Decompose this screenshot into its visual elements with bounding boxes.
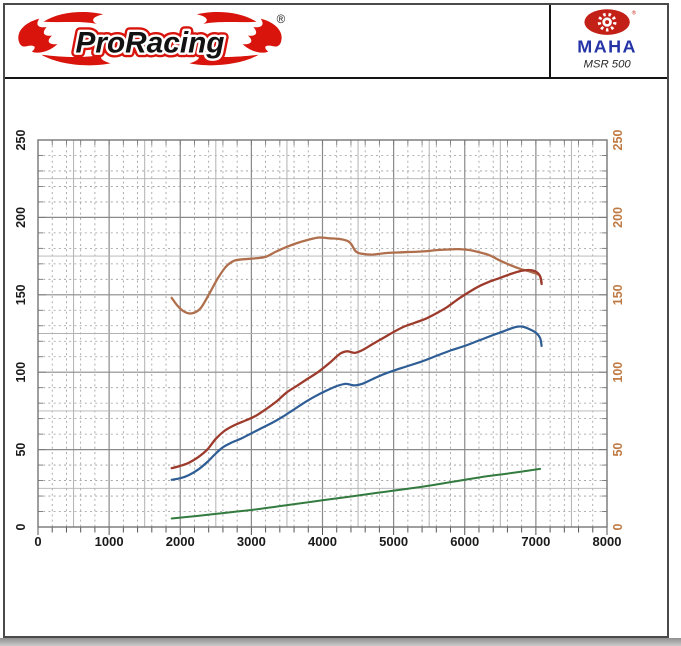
curve-orange-curve xyxy=(170,236,543,315)
x-tick-label: 6000 xyxy=(450,534,479,549)
x-tick-label: 1000 xyxy=(95,534,124,549)
x-tick-label: 2000 xyxy=(166,534,195,549)
plot-border xyxy=(37,139,608,528)
maha-registered-icon: ® xyxy=(632,10,637,17)
brand-name: ProRacing xyxy=(75,27,224,60)
x-tick-label: 3000 xyxy=(237,534,266,549)
proracing-logo: ProRacing ProRacing ProRacing ® xyxy=(5,5,549,77)
curve-red-curve xyxy=(170,268,543,470)
device-model-label: MSR 500 xyxy=(583,58,631,70)
x-tick-label: 4000 xyxy=(308,534,337,549)
x-tick-label: 8000 xyxy=(593,534,622,549)
y-right-tick-label: 100 xyxy=(611,362,625,383)
scan-page-frame: ProRacing ProRacing ProRacing ® ® MAHA M… xyxy=(3,3,669,638)
curve-green-curve xyxy=(170,467,542,520)
y-right-tick-labels: 0 50 100 150 200 250 xyxy=(611,130,625,531)
flame-decoration-left xyxy=(18,11,111,66)
y-right-tick-label: 0 xyxy=(611,523,625,530)
registered-trademark-icon: ® xyxy=(277,13,286,26)
grid-solid xyxy=(38,140,607,527)
y-right-tick-label: 200 xyxy=(611,207,625,228)
brand-name-outline-white: ProRacing xyxy=(75,27,224,60)
gear-icon xyxy=(597,12,617,32)
y-left-tick-label: 200 xyxy=(14,207,28,228)
maha-logo: ® MAHA MSR 500 xyxy=(549,5,667,77)
curve-blue-curve xyxy=(170,325,543,481)
x-tick-label: 7000 xyxy=(521,534,550,549)
header-banner: ProRacing ProRacing ProRacing ® ® MAHA M… xyxy=(5,5,667,79)
maha-wordmark: MAHA xyxy=(577,36,637,56)
y-left-tick-labels: 0 50 100 150 200 250 xyxy=(14,130,28,531)
x-tick-label: 0 xyxy=(34,534,41,549)
dyno-chart: 0 1000 2000 3000 4000 5000 6000 7000 8000 0 50 100 1… xyxy=(5,79,667,636)
x-tick-labels: 0 1000 2000 3000 4000 5000 6000 7000 8000 xyxy=(34,534,621,549)
dyno-chart-svg: 0 1000 2000 3000 4000 5000 6000 7000 80000501001… xyxy=(14,130,625,549)
y-left-tick-label: 50 xyxy=(14,443,28,457)
y-right-tick-label: 150 xyxy=(611,284,625,305)
axis-ticks xyxy=(37,139,608,535)
gear-hole xyxy=(605,20,610,25)
x-tick-label: 5000 xyxy=(379,534,408,549)
scan-edge-strip xyxy=(0,638,681,646)
y-left-tick-label: 100 xyxy=(14,362,28,383)
y-left-tick-label: 0 xyxy=(14,523,28,530)
y-right-tick-label: 50 xyxy=(611,443,625,457)
y-left-tick-label: 150 xyxy=(14,284,28,305)
maha-logo-graphic: ® MAHA MSR 500 xyxy=(577,9,637,70)
proracing-logo-graphic: ProRacing ProRacing ProRacing ® xyxy=(18,11,286,66)
y-right-tick-label: 250 xyxy=(611,130,625,151)
flame-decoration-right xyxy=(189,11,282,66)
y-left-tick-label: 250 xyxy=(14,130,28,151)
brand-name-outline-red: ProRacing xyxy=(75,27,224,60)
